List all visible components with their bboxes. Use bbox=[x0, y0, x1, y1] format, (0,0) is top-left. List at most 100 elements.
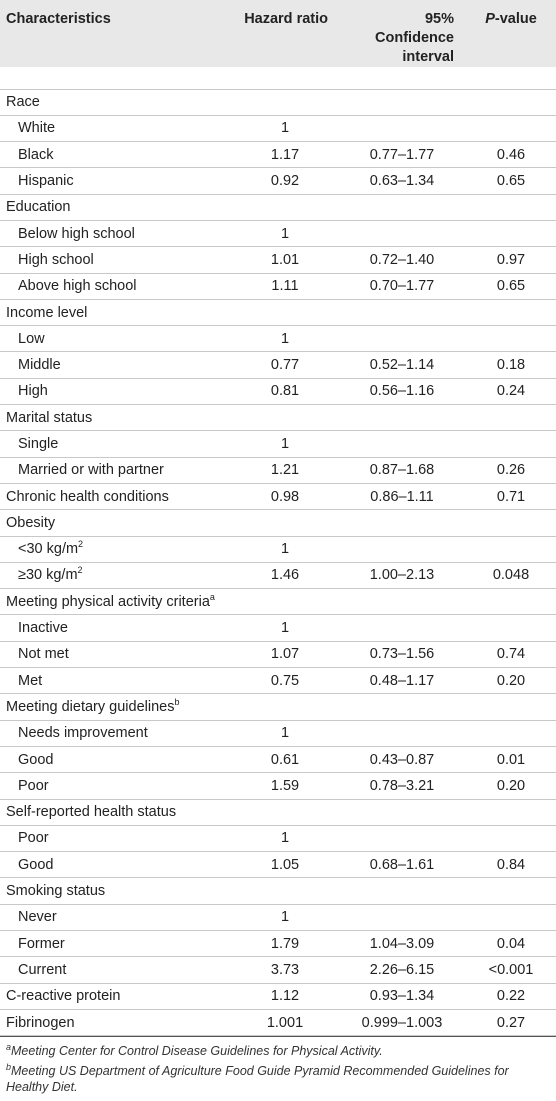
row-label-text: Marital status bbox=[6, 409, 93, 426]
table-row: Hispanic 0.92 0.63–1.34 0.65 bbox=[0, 168, 556, 195]
confidence-interval-cell bbox=[338, 799, 466, 825]
hazard-ratio-cell bbox=[232, 405, 338, 431]
pvalue-cell: 0.97 bbox=[496, 251, 526, 268]
hazard-ratio-cell: 1.11 bbox=[271, 278, 299, 295]
row-label-text: High bbox=[18, 383, 48, 400]
confidence-interval-cell bbox=[338, 220, 466, 246]
table-row: Married or with partner 1.21 0.87–1.68 0.26 bbox=[0, 457, 556, 484]
pvalue-cell bbox=[466, 115, 556, 141]
row-label-text: Middle bbox=[18, 357, 61, 374]
confidence-interval-cell: 0.93–1.34 bbox=[369, 988, 435, 1005]
hazard-ratio-cell: 1.07 bbox=[270, 646, 300, 663]
row-label: Income level bbox=[0, 299, 232, 325]
row-label-text: Below high school bbox=[18, 225, 135, 242]
table-row: Income level bbox=[0, 299, 556, 326]
row-label: Self-reported health status bbox=[0, 799, 232, 825]
confidence-interval-cell bbox=[338, 299, 466, 325]
pvalue-cell bbox=[466, 799, 556, 825]
row-label-text: Self-reported health status bbox=[6, 804, 177, 821]
hazard-ratio-cell bbox=[232, 299, 338, 325]
confidence-interval-cell: 2.26–6.15 bbox=[369, 961, 435, 978]
row-label-text: Fibrinogen bbox=[6, 1014, 75, 1031]
header-confidence-interval: 95% Confidence interval bbox=[338, 0, 466, 67]
confidence-interval-cell bbox=[338, 115, 466, 141]
confidence-interval-cell bbox=[338, 405, 466, 431]
hazard-ratio-cell: 1.05 bbox=[270, 856, 300, 873]
row-label-text: Smoking status bbox=[6, 883, 106, 900]
footnote-b: bMeeting US Department of Agriculture Fo… bbox=[6, 1063, 550, 1095]
row-label-text: Black bbox=[18, 146, 54, 163]
row-label: Black bbox=[0, 142, 232, 168]
table-row: Chronic health conditions 0.98 0.86–1.11 0.… bbox=[0, 483, 556, 510]
pvalue-cell: 0.04 bbox=[496, 935, 526, 952]
confidence-interval-cell bbox=[338, 431, 466, 457]
row-label: Poor bbox=[0, 773, 232, 799]
row-label: Hispanic bbox=[0, 168, 232, 194]
row-label-text: High school bbox=[18, 251, 94, 268]
table-row: Education bbox=[0, 194, 556, 221]
pvalue-cell bbox=[466, 615, 556, 641]
table-row: C-reactive protein 1.12 0.93–1.34 0.22 bbox=[0, 983, 556, 1010]
confidence-interval-cell: 0.999–1.003 bbox=[361, 1014, 443, 1031]
row-label-text: C-reactive protein bbox=[6, 988, 121, 1005]
pvalue-cell: 0.74 bbox=[496, 646, 526, 663]
pvalue-cell: 0.27 bbox=[496, 1014, 526, 1031]
table-row: Good 1.05 0.68–1.61 0.84 bbox=[0, 852, 556, 878]
row-label: Never bbox=[0, 904, 232, 930]
pvalue-cell bbox=[466, 589, 556, 615]
confidence-interval-cell bbox=[338, 194, 466, 220]
row-label: Poor bbox=[0, 825, 232, 851]
confidence-interval-cell bbox=[338, 694, 466, 720]
confidence-interval-cell: 0.52–1.14 bbox=[369, 357, 435, 374]
hazard-ratio-cell: 0.77 bbox=[270, 357, 300, 374]
pvalue-cell: 0.65 bbox=[496, 173, 526, 190]
pvalue-cell bbox=[466, 510, 556, 536]
table-row: Meeting physical activity criteriaa bbox=[0, 589, 556, 615]
table-row: Never 1 bbox=[0, 904, 556, 931]
pvalue-cell bbox=[466, 536, 556, 562]
row-label-text: Former bbox=[18, 935, 65, 952]
pvalue-cell bbox=[466, 194, 556, 220]
confidence-interval-cell bbox=[338, 589, 466, 615]
pvalue-cell bbox=[466, 89, 556, 115]
row-label: <30 kg/m2 bbox=[0, 536, 232, 562]
table-row: High school 1.01 0.72–1.40 0.97 bbox=[0, 247, 556, 274]
row-label-text: Obesity bbox=[6, 514, 56, 531]
table-body: Race White 1 Black 1.17 0.77–1.77 0.46 Hispanic… bbox=[0, 67, 556, 1036]
pvalue-cell: 0.01 bbox=[496, 751, 526, 768]
table-row: ≥30 kg/m2 1.46 1.00–2.13 0.048 bbox=[0, 562, 556, 589]
table-row: White 1 bbox=[0, 115, 556, 142]
pvalue-cell: 0.46 bbox=[496, 146, 526, 163]
confidence-interval-cell: 1.00–2.13 bbox=[369, 567, 435, 584]
row-label: Met bbox=[0, 668, 232, 694]
hazard-ratio-cell: 1.59 bbox=[270, 777, 300, 794]
confidence-interval-cell: 0.63–1.34 bbox=[369, 173, 435, 190]
table-row: Former 1.79 1.04–3.09 0.04 bbox=[0, 931, 556, 957]
row-label-text: Good bbox=[18, 751, 54, 768]
confidence-interval-cell: 0.56–1.16 bbox=[369, 383, 435, 400]
hazard-ratio-cell: 0.92 bbox=[270, 173, 300, 190]
footnote-mark: b bbox=[6, 1062, 12, 1073]
hazard-ratio-cell bbox=[232, 510, 338, 536]
table-header: Characteristics Hazard ratio 95% Confide… bbox=[0, 0, 556, 67]
row-label-text: Met bbox=[18, 672, 43, 689]
table-row: Marital status bbox=[0, 405, 556, 431]
confidence-interval-cell bbox=[338, 326, 466, 352]
confidence-interval-cell: 0.87–1.68 bbox=[369, 462, 435, 479]
row-label: Meeting dietary guidelinesb bbox=[0, 694, 232, 720]
hazard-ratio-cell: 1 bbox=[280, 225, 290, 242]
table-row: Meeting dietary guidelinesb bbox=[0, 694, 556, 721]
confidence-interval-cell bbox=[338, 615, 466, 641]
header-pvalue-rest: -value bbox=[494, 11, 537, 27]
row-label: Former bbox=[0, 931, 232, 957]
hazard-ratio-cell: 3.73 bbox=[270, 961, 300, 978]
confidence-interval-cell: 0.77–1.77 bbox=[369, 146, 435, 163]
row-label: Inactive bbox=[0, 615, 232, 641]
row-label: Smoking status bbox=[0, 878, 232, 904]
row-label: Meeting physical activity criteriaa bbox=[0, 589, 232, 615]
table-row: Smoking status bbox=[0, 878, 556, 905]
confidence-interval-cell: 1.04–3.09 bbox=[369, 935, 435, 952]
header-pvalue: P-value bbox=[466, 0, 556, 67]
row-label: Current bbox=[0, 957, 232, 983]
spacer-row bbox=[0, 67, 556, 89]
